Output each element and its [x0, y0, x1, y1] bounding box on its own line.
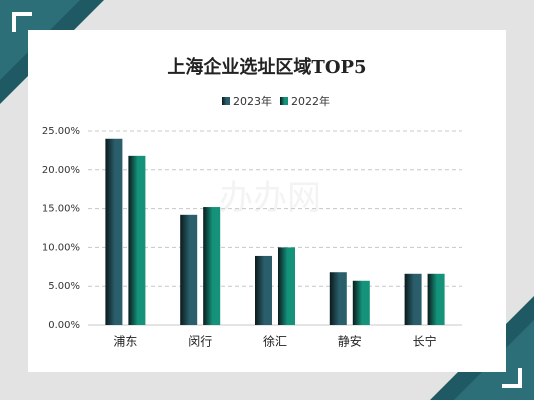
y-tick-label: 15.00% [42, 204, 80, 215]
bar [352, 280, 370, 325]
bracket [12, 12, 32, 32]
bar [203, 207, 221, 325]
bar [128, 155, 146, 325]
chart-title: 上海企业选址区域TOP5 [167, 56, 366, 78]
legend-swatch [222, 97, 230, 105]
bracket [502, 368, 522, 388]
y-tick-label: 5.00% [48, 281, 80, 292]
x-tick-label: 徐汇 [263, 334, 287, 349]
legend-label: 2022年 [291, 94, 330, 108]
x-tick-label: 长宁 [413, 334, 437, 349]
y-tick-label: 25.00% [42, 126, 80, 137]
x-tick-label: 静安 [338, 334, 362, 349]
bar [278, 247, 295, 325]
bar [427, 273, 445, 325]
bar [404, 273, 422, 325]
bar [329, 272, 347, 325]
bar [255, 255, 272, 325]
legend-label: 2023年 [233, 94, 272, 108]
x-tick-label: 闵行 [188, 334, 212, 349]
y-tick-label: 0.00% [48, 320, 80, 331]
legend-swatch [280, 97, 288, 105]
watermark: 办办网 [219, 179, 321, 219]
bar [180, 214, 198, 325]
x-tick-label: 浦东 [113, 335, 137, 349]
y-tick-label: 20.00% [42, 165, 80, 176]
bar [105, 138, 123, 325]
y-tick-label: 10.00% [42, 242, 80, 253]
